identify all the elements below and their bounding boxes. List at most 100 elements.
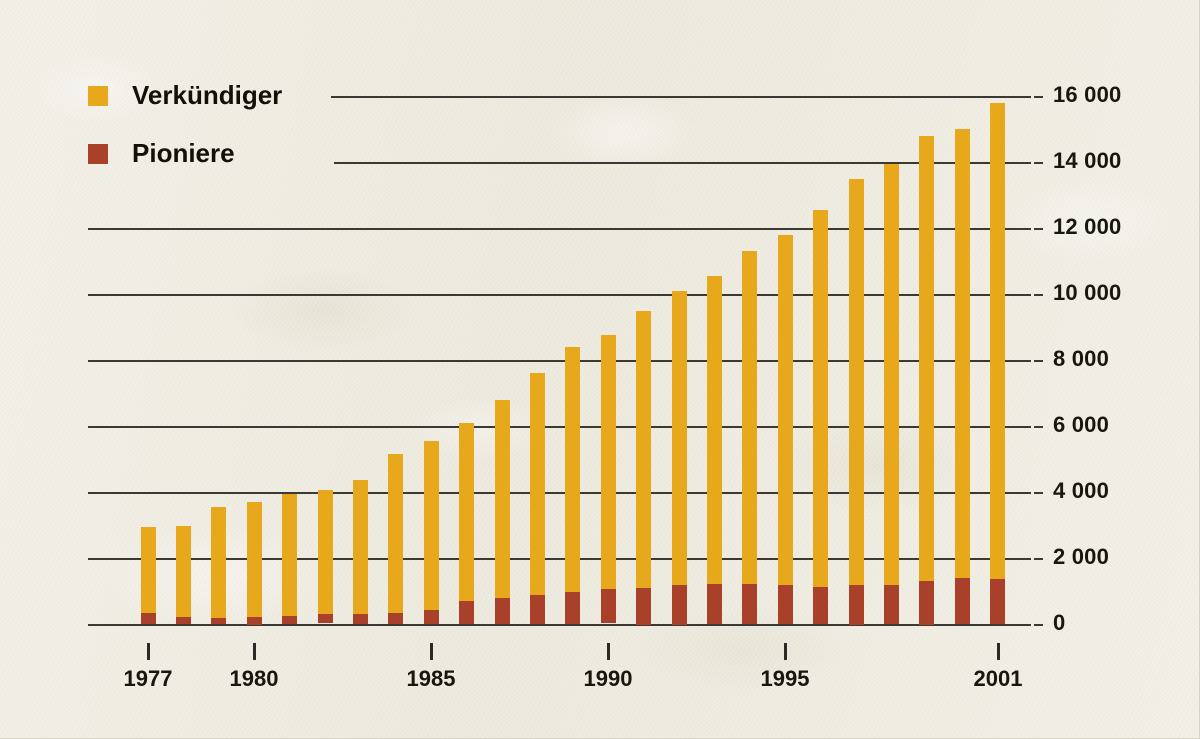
y-tick-label-16000: 16 000 [1053,82,1122,107]
bar-segment-pioniere-2000 [955,578,970,624]
x-tick-mark-1995 [784,643,787,660]
x-tick-label-1995: 1995 [760,666,810,691]
gridline-8000 [88,360,1031,362]
bar-1998[interactable] [884,164,899,624]
bar-1999[interactable] [919,136,934,625]
bar-1985[interactable] [424,441,439,624]
bar-segment-pioniere-1979 [211,618,226,624]
bar-segment-pioniere-1986 [459,601,474,624]
bar-1986[interactable] [459,423,474,624]
x-tick-mark-2001 [997,643,1000,660]
bar-segment-pioniere-1998 [884,585,899,624]
x-tick-label-2001: 2001 [973,666,1023,691]
bar-1977[interactable] [141,527,156,624]
y-tick-label-0: 0 [1053,610,1066,635]
legend-swatch-pioniere [88,143,108,164]
legend-item-verkuendiger[interactable]: Verkündiger [88,80,282,111]
bar-1990[interactable] [601,335,616,624]
bar-segment-pioniere-1999 [919,581,934,625]
bar-segment-pioniere-1995 [778,585,793,624]
gridline-16000 [331,96,1031,98]
y-tick-label-6000: 6 000 [1053,412,1110,437]
bar-1993[interactable] [707,276,722,624]
bar-segment-pioniere-1983 [353,614,368,624]
bar-1984[interactable] [388,454,403,624]
bar-segment-pioniere-1993 [707,584,722,624]
y-tick-mark-2000 [1034,558,1043,560]
bar-segment-pioniere-1987 [495,598,510,624]
bar-1988[interactable] [530,373,545,624]
bar-1995[interactable] [778,235,793,624]
bar-segment-verkuendiger-1994 [742,251,757,584]
bar-segment-pioniere-1984 [388,613,403,624]
y-tick-mark-0 [1034,624,1043,626]
bar-1992[interactable] [672,291,687,625]
y-tick-label-12000: 12 000 [1053,214,1122,239]
bar-segment-verkuendiger-1999 [919,136,934,581]
bar-1983[interactable] [353,480,368,624]
y-tick-mark-8000 [1034,360,1043,362]
gridline-2000 [88,558,1031,560]
bar-1991[interactable] [636,311,651,625]
y-tick-label-10000: 10 000 [1053,280,1122,305]
y-tick-mark-10000 [1034,294,1043,296]
legend-item-pioniere[interactable]: Pioniere [88,138,235,169]
bar-segment-verkuendiger-1986 [459,423,474,601]
bar-segment-verkuendiger-1995 [778,235,793,585]
bar-segment-verkuendiger-1992 [672,291,687,585]
gridline-6000 [88,426,1031,428]
gridline-10000 [88,294,1031,296]
gridline-12000 [88,228,1031,230]
bar-1997[interactable] [849,179,864,625]
y-tick-mark-4000 [1034,492,1043,494]
bar-segment-verkuendiger-1985 [424,441,439,610]
bar-segment-verkuendiger-1982 [318,490,333,614]
x-tick-mark-1980 [253,643,256,660]
bar-segment-verkuendiger-1980 [247,502,262,617]
bar-segment-verkuendiger-1987 [495,400,510,598]
bar-2001[interactable] [990,103,1005,624]
bar-segment-pioniere-1996 [813,587,828,624]
bar-segment-verkuendiger-1991 [636,311,651,588]
bar-1979[interactable] [211,507,226,624]
bar-segment-verkuendiger-1981 [282,494,297,616]
bar-1980[interactable] [247,502,262,625]
bar-segment-verkuendiger-1988 [530,373,545,595]
bar-1989[interactable] [565,347,580,624]
bar-1982[interactable] [318,490,333,624]
bar-1981[interactable] [282,494,297,624]
bar-1996[interactable] [813,210,828,624]
bar-1978[interactable] [176,526,191,624]
bar-segment-verkuendiger-1979 [211,507,226,618]
bar-segment-verkuendiger-1977 [141,527,156,613]
bar-segment-pioniere-1994 [742,584,757,624]
legend-swatch-verkuendiger [88,85,108,106]
bar-2000[interactable] [955,129,970,624]
bar-segment-verkuendiger-1998 [884,164,899,585]
bar-segment-verkuendiger-1978 [176,526,191,617]
x-tick-label-1977: 1977 [123,666,173,691]
bar-segment-pioniere-1978 [176,617,191,624]
bar-segment-pioniere-1988 [530,595,545,624]
x-tick-label-1980: 1980 [229,666,279,691]
y-tick-label-14000: 14 000 [1053,148,1122,173]
bar-segment-pioniere-1992 [672,585,687,625]
bar-segment-pioniere-2001 [990,579,1005,624]
gridline-14000 [334,162,1031,164]
gridline-4000 [88,492,1031,494]
legend-label-pioniere: Pioniere [132,138,235,168]
y-tick-label-8000: 8 000 [1053,346,1110,371]
bar-segment-pioniere-1985 [424,610,439,624]
bar-segment-verkuendiger-1997 [849,179,864,585]
bar-segment-pioniere-1977 [141,613,156,624]
bar-1987[interactable] [495,400,510,624]
bar-segment-pioniere-1981 [282,616,297,624]
bar-1994[interactable] [742,251,757,624]
bar-segment-verkuendiger-1984 [388,454,403,613]
y-tick-label-4000: 4 000 [1053,478,1110,503]
bar-segment-pioniere-1982 [318,614,333,623]
x-axis-line [88,624,1031,626]
y-tick-label-2000: 2 000 [1053,544,1110,569]
bar-segment-verkuendiger-2001 [990,103,1005,579]
